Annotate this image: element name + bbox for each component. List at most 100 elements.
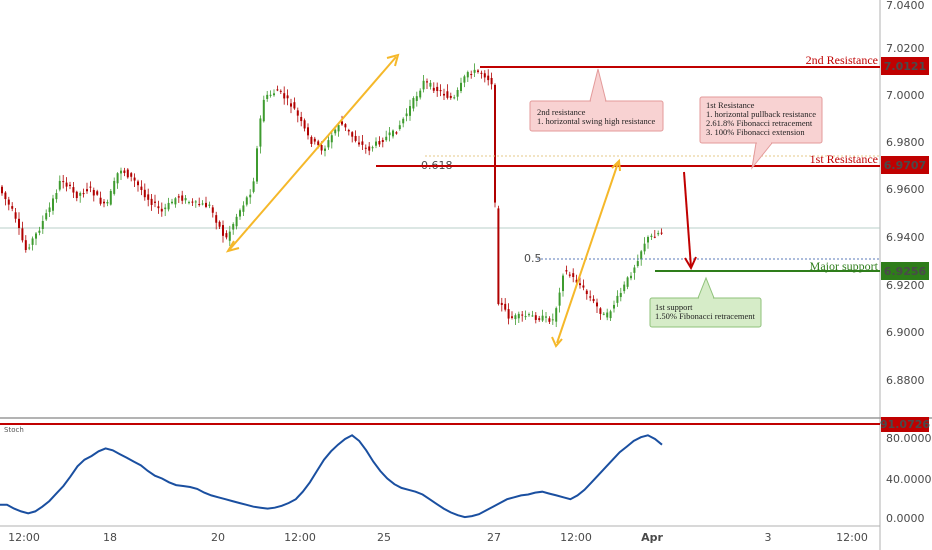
candle-body xyxy=(548,318,551,322)
candle-body xyxy=(194,201,197,203)
candle-body xyxy=(341,121,343,125)
candle-body xyxy=(55,193,58,200)
candle-body xyxy=(327,140,330,148)
fib-05-label: 0.5 xyxy=(524,252,542,265)
candle-body xyxy=(92,189,95,196)
candle-body xyxy=(579,283,581,286)
candle-body xyxy=(568,274,571,276)
candle-body xyxy=(562,275,564,292)
candle-body xyxy=(225,233,228,238)
candle-body xyxy=(592,298,595,302)
candle-body xyxy=(585,290,588,295)
candle-body xyxy=(103,201,105,204)
candle-body xyxy=(351,132,354,137)
candle-body xyxy=(653,236,656,238)
price-tick-label: 6.9000 xyxy=(886,326,925,339)
candle-body xyxy=(575,279,578,283)
candle-body xyxy=(52,198,54,211)
red-down-arrow xyxy=(683,171,697,271)
candle-body xyxy=(174,198,177,205)
candle-body xyxy=(572,273,575,278)
candle-body xyxy=(310,136,313,144)
stoch-level-badge: 91.0726 xyxy=(880,417,930,432)
candle-body xyxy=(392,130,394,137)
svg-text:2.61.8% Fibonacci retracement: 2.61.8% Fibonacci retracement xyxy=(706,118,813,128)
candle-body xyxy=(330,135,333,143)
candle-body xyxy=(69,184,71,186)
candle-body xyxy=(177,196,180,198)
candle-body xyxy=(21,228,24,241)
price-tick-label: 6.8800 xyxy=(886,374,925,387)
time-tick-label: 18 xyxy=(103,531,117,544)
second-resistance-title: 2nd Resistance xyxy=(806,53,878,67)
candle-body xyxy=(58,180,61,190)
candle-body xyxy=(283,93,286,99)
candle-body xyxy=(613,304,615,309)
candle-body xyxy=(18,218,20,229)
candle-body xyxy=(11,206,14,209)
candle-body xyxy=(436,86,439,91)
candle-body xyxy=(541,315,544,321)
time-tick-label: Apr xyxy=(641,531,663,544)
time-tick-label: 3 xyxy=(765,531,772,544)
candle-body xyxy=(643,243,646,252)
candle-body xyxy=(415,96,418,101)
candle-body xyxy=(126,169,129,178)
candle-body xyxy=(262,99,265,122)
candle-body xyxy=(313,138,316,142)
candle-body xyxy=(239,210,241,217)
candle-body xyxy=(89,186,92,188)
candle-body xyxy=(545,316,547,318)
candle-body xyxy=(619,292,622,298)
candle-body xyxy=(398,125,401,129)
candle-body xyxy=(354,135,357,141)
candle-body xyxy=(470,74,473,76)
candle-body xyxy=(626,277,629,287)
svg-text:91.0726: 91.0726 xyxy=(880,418,930,431)
candle-body xyxy=(640,251,643,260)
candle-body xyxy=(147,194,150,200)
candle-body xyxy=(371,147,374,149)
candle-body xyxy=(300,116,303,122)
candle-body xyxy=(130,173,133,177)
candle-body xyxy=(623,284,626,292)
candle-body xyxy=(633,267,636,273)
candle-body xyxy=(303,120,306,129)
candle-body xyxy=(453,97,456,99)
candle-body xyxy=(388,132,391,136)
candle-body xyxy=(565,270,568,272)
candle-body xyxy=(228,231,231,241)
candle-body xyxy=(222,225,224,236)
candle-body xyxy=(120,170,122,174)
price-tick-label: 6.9800 xyxy=(886,136,925,149)
candle-body xyxy=(419,90,422,98)
candle-body xyxy=(286,95,289,99)
candle-body xyxy=(191,201,194,203)
candle-body xyxy=(555,308,558,322)
candle-body xyxy=(143,189,146,198)
candle-body xyxy=(358,142,360,145)
candle-body xyxy=(201,203,204,205)
price-tick-label: 7.0200 xyxy=(886,42,925,55)
candle-body xyxy=(375,141,377,146)
candle-body xyxy=(279,90,282,92)
candle-body xyxy=(160,208,163,212)
candle-body xyxy=(41,221,44,230)
candle-body xyxy=(589,296,592,298)
candle-body xyxy=(432,87,435,91)
price-tick-label: 6.9600 xyxy=(886,183,925,196)
candle-body xyxy=(252,181,255,192)
candle-body xyxy=(269,94,272,96)
candle-body xyxy=(531,315,534,317)
candle-body xyxy=(266,94,269,99)
candle-body xyxy=(616,295,619,303)
candle-body xyxy=(245,197,248,205)
candle-body xyxy=(361,141,364,145)
candle-body xyxy=(65,182,68,187)
stoch-tick-80: 80.0000 xyxy=(886,432,932,445)
candle-body xyxy=(164,207,167,210)
candle-body xyxy=(466,72,469,78)
candle-body xyxy=(28,247,31,249)
candle-body xyxy=(449,95,452,98)
